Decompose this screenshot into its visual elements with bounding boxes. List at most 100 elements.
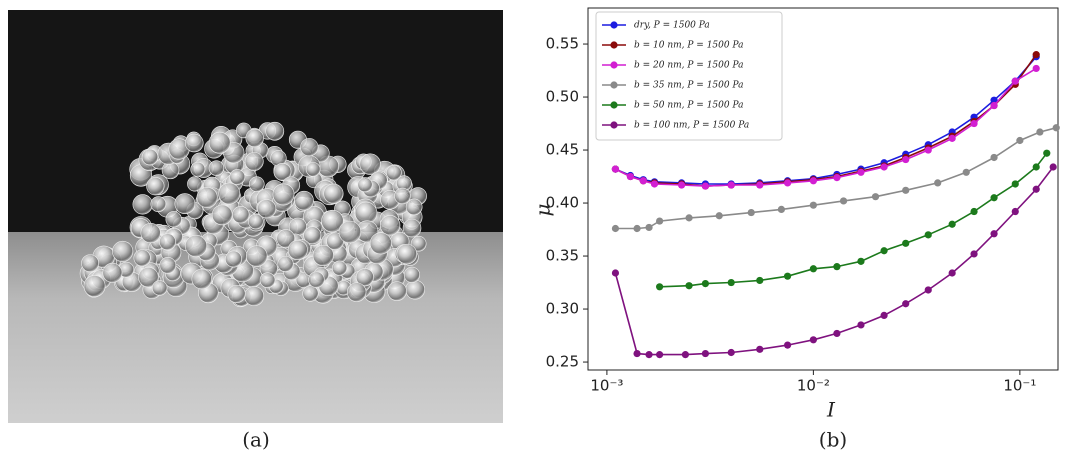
data-point [633,225,640,232]
data-point [640,177,647,184]
data-point [1043,150,1050,157]
data-point [1012,180,1019,187]
bead [404,267,420,283]
data-point [810,177,817,184]
bead [266,122,284,140]
bead [112,241,132,261]
bead [219,183,240,204]
bead [185,134,203,152]
data-point [990,230,997,237]
data-point [728,349,735,356]
bead [397,244,417,264]
bead [232,206,249,223]
x-axis-label: I [826,398,836,422]
y-tick-label: 0.30 [546,300,579,318]
data-point [934,179,941,186]
bead [295,191,314,210]
data-point [990,154,997,161]
data-point [784,273,791,280]
data-point [651,180,658,187]
bead [347,283,366,302]
data-point [1033,186,1040,193]
data-point [840,197,847,204]
bead [84,275,105,296]
bead [406,280,425,299]
data-point [1012,78,1019,85]
y-tick-label: 0.50 [546,88,579,106]
legend-label: b = 35 nm, P = 1500 Pa [634,81,744,91]
bead [246,129,264,147]
bead [191,162,205,176]
figure: (a) 10⁻³10⁻²10⁻¹0.250.300.350.400.450.50… [0,0,1068,461]
data-point [678,181,685,188]
data-point [685,282,692,289]
data-point [810,202,817,209]
data-point [902,240,909,247]
data-point [925,286,932,293]
data-point [872,193,879,200]
bead [209,161,224,176]
data-point [1053,124,1060,131]
bead [141,223,161,243]
bead [151,197,166,212]
bead [288,240,307,259]
series-line [615,167,1053,355]
photo [8,10,503,423]
legend-marker [610,81,617,88]
bead [230,169,245,184]
data-point [633,350,640,357]
bead [160,257,176,273]
data-point [857,321,864,328]
data-point [902,300,909,307]
bead [212,205,232,225]
bead [192,269,212,289]
data-point [612,166,619,173]
bead [358,178,372,192]
y-tick-label: 0.55 [546,35,579,53]
data-point [970,250,977,257]
legend-marker [610,121,617,128]
bead [380,215,400,235]
page: (a) 10⁻³10⁻²10⁻¹0.250.300.350.400.450.50… [0,0,1068,461]
legend-marker [610,21,617,28]
bead [403,219,421,237]
data-point [1033,51,1040,58]
x-tick-label: 10⁻¹ [1003,377,1036,395]
data-point [656,283,663,290]
bead [103,263,122,282]
data-point [716,212,723,219]
bead [159,234,175,250]
data-point [925,146,932,153]
bead [187,177,202,192]
data-point [833,263,840,270]
data-point [645,224,652,231]
bead [134,250,151,267]
data-point [1012,208,1019,215]
bead [209,132,230,153]
data-point [963,169,970,176]
data-point [645,351,652,358]
bead [245,152,263,170]
bead [339,221,361,243]
y-axis-label: μ [531,204,555,217]
data-point [702,182,709,189]
bead [228,285,245,302]
data-point [990,102,997,109]
legend-label: b = 10 nm, P = 1500 Pa [634,41,744,51]
data-point [685,214,692,221]
data-point [857,258,864,265]
data-point [949,269,956,276]
y-tick-label: 0.35 [546,247,579,265]
bead [142,149,158,165]
data-point [778,206,785,213]
bead [406,199,422,215]
legend-label: b = 100 nm, P = 1500 Pa [634,121,749,131]
bead [260,273,275,288]
data-point [857,169,864,176]
data-point [728,181,735,188]
legend-marker [610,101,617,108]
data-point [880,163,887,170]
bead [300,138,318,156]
data-point [784,341,791,348]
